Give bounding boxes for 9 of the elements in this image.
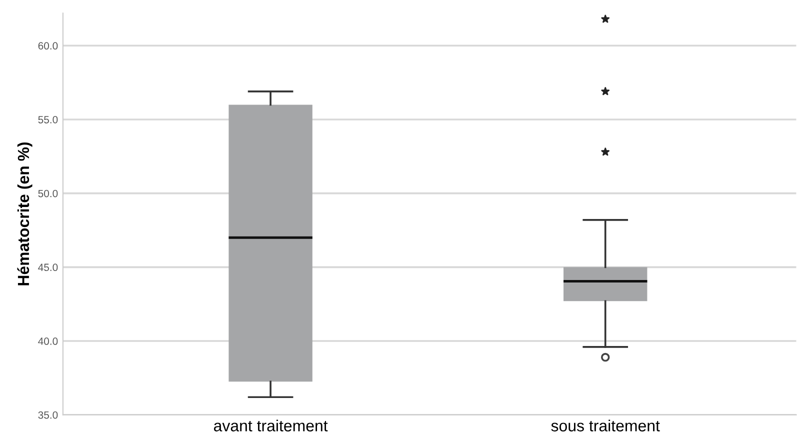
y-tick-label: 50.0 <box>38 190 58 198</box>
y-tick-label: 40.0 <box>38 338 58 345</box>
y-axis-title: Hématocrite (en %) <box>17 142 32 286</box>
y-tick-label: 60.0 <box>38 42 58 50</box>
x-tick-label: sous traitement <box>551 420 660 432</box>
y-tick-label: 45.0 <box>38 264 58 272</box>
y-tick-label: 35.0 <box>38 411 58 419</box>
x-tick-label: avant traitement <box>214 420 328 432</box>
y-tick-label: 55.0 <box>38 116 58 124</box>
